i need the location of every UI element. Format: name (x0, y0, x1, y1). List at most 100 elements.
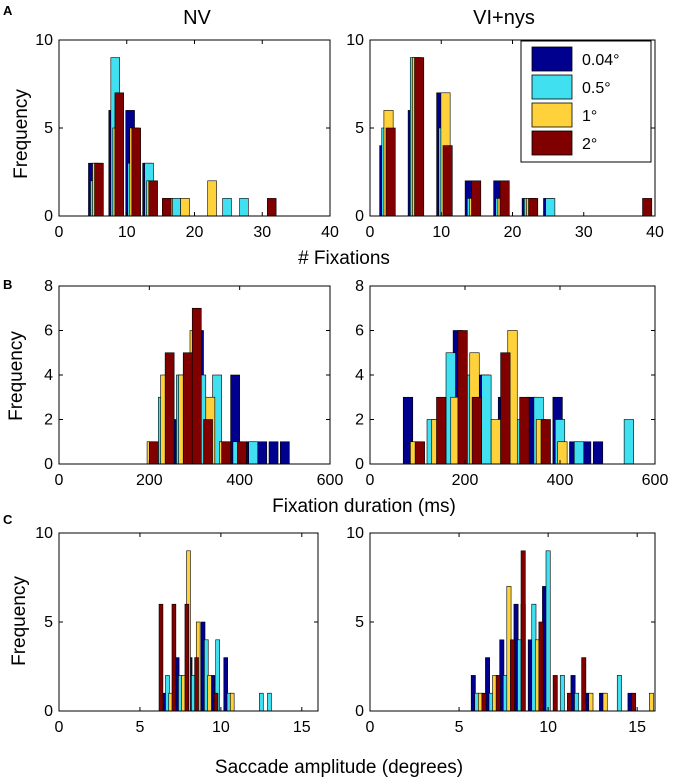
y-tick-label: 10 (35, 525, 53, 542)
bar-0-5-6 (259, 692, 264, 712)
bar-2-1 (495, 675, 501, 712)
bar-1-6 (207, 180, 217, 217)
y-tick-label: 5 (44, 614, 53, 631)
x-tick-label: 400 (226, 472, 253, 489)
bar-1-7 (648, 692, 654, 712)
x-tick-label: 200 (452, 472, 479, 489)
bar-2-3 (471, 396, 482, 465)
bar-1-6 (602, 692, 608, 712)
x-tick-label: 400 (547, 472, 574, 489)
y-tick-label: 10 (35, 32, 53, 49)
x-tick-label: 40 (646, 224, 664, 241)
legend-label-0-04: 0.04° (582, 52, 620, 69)
bar-0-5-7 (573, 441, 585, 465)
bar-2-2 (184, 603, 190, 712)
y-tick-label: 8 (44, 278, 53, 295)
x-tick-label: 20 (186, 224, 204, 241)
bar-0-5-5 (222, 198, 232, 217)
bar-2-5 (528, 198, 539, 217)
bar-2-3 (520, 550, 526, 712)
bar-0-5-8 (623, 419, 634, 465)
legend-label-0-5: 0.5° (582, 80, 611, 97)
bar-2-2 (442, 145, 453, 217)
y-tick-label: 4 (44, 367, 53, 384)
bar-2-2 (510, 639, 515, 712)
x-axis-label-c: Saccade amplitude (degrees) (215, 757, 463, 778)
x-tick-label: 15 (293, 719, 311, 736)
panel-label-b: B (3, 277, 12, 292)
y-tick-label: 5 (355, 120, 364, 137)
x-tick-label: 10 (212, 719, 230, 736)
bar-0-04-6 (268, 441, 279, 465)
y-tick-label: 6 (355, 323, 364, 340)
bar-2-5 (519, 396, 530, 465)
bar-0-04-5 (257, 441, 268, 465)
x-axis-label-b: Fixation duration (ms) (272, 496, 456, 517)
y-tick-label: 5 (44, 120, 53, 137)
bar-2-4 (213, 692, 219, 712)
bar-2-7 (581, 657, 587, 712)
bar-2-3 (471, 180, 482, 217)
y-tick-label: 10 (346, 32, 364, 49)
y-tick-label: 6 (44, 323, 53, 340)
y-axis-label-b: Frequency (6, 331, 27, 421)
y-tick-label: 0 (44, 456, 53, 473)
bar-1-5 (229, 692, 235, 712)
y-tick-label: 2 (355, 412, 364, 429)
legend-swatch-0-04 (531, 46, 573, 72)
panel-label-a: A (3, 3, 13, 18)
x-tick-label: 40 (321, 224, 339, 241)
bar-2-2 (182, 352, 193, 465)
bar-1-7 (557, 441, 568, 465)
chart-4: 0 200 400 600 0 2 4 6 8 (355, 278, 668, 489)
bar-2-0 (158, 603, 164, 712)
x-tick-label: 10 (118, 224, 136, 241)
bar-0-5-6 (559, 675, 565, 712)
x-tick-label: 10 (539, 719, 557, 736)
bar-2-4 (500, 352, 511, 465)
legend-label-1: 1° (582, 108, 597, 125)
legend-label-2: 2° (582, 136, 597, 153)
bar-2-8 (631, 692, 637, 712)
bar-2-2 (131, 127, 141, 217)
y-tick-label: 5 (355, 614, 364, 631)
x-tick-label: 0 (366, 472, 375, 489)
x-tick-label: 20 (504, 224, 522, 241)
bar-2-6 (237, 441, 247, 465)
y-axis-label-a: Frequency (11, 89, 32, 179)
bar-0-5-6 (239, 198, 249, 217)
bar-1-4 (490, 419, 501, 465)
bar-0-04-7 (280, 441, 290, 465)
x-tick-label: 0 (366, 224, 375, 241)
legend-swatch-2 (531, 130, 573, 156)
bar-2-3 (191, 307, 202, 465)
bar-0-5-6 (545, 198, 556, 217)
bar-0-5-3 (481, 374, 492, 465)
bar-2-2 (457, 330, 468, 465)
bar-2-1 (171, 603, 177, 712)
chart-2: 0 10 20 30 40 0 5 10 (346, 32, 664, 241)
y-tick-label: 0 (355, 208, 364, 225)
bar-2-6 (540, 419, 551, 465)
x-tick-label: 200 (136, 472, 163, 489)
legend-swatch-0-5 (531, 74, 573, 100)
bar-0-5-5 (545, 550, 551, 712)
bar-0-5-8 (616, 675, 622, 712)
x-tick-label: 0 (55, 472, 64, 489)
bar-1-4 (207, 675, 212, 712)
chart-1: 0 10 20 30 40 0 5 10 (35, 32, 339, 241)
legend: 0.04° 0.5° 1° 2° (520, 40, 652, 163)
bar-2-3 (148, 180, 158, 217)
y-tick-label: 0 (44, 208, 53, 225)
bar-1-5 (180, 198, 190, 217)
bar-0-04-9 (592, 441, 604, 465)
bar-2-0 (149, 441, 159, 465)
x-tick-label: 5 (455, 719, 464, 736)
bar-2-0 (414, 441, 425, 465)
y-tick-label: 0 (44, 703, 53, 720)
bar-2-5 (267, 198, 277, 217)
bar-0-5-7 (574, 692, 580, 712)
bar-2-5 (221, 441, 231, 465)
panel-label-c: C (3, 512, 13, 527)
x-tick-label: 5 (135, 719, 144, 736)
